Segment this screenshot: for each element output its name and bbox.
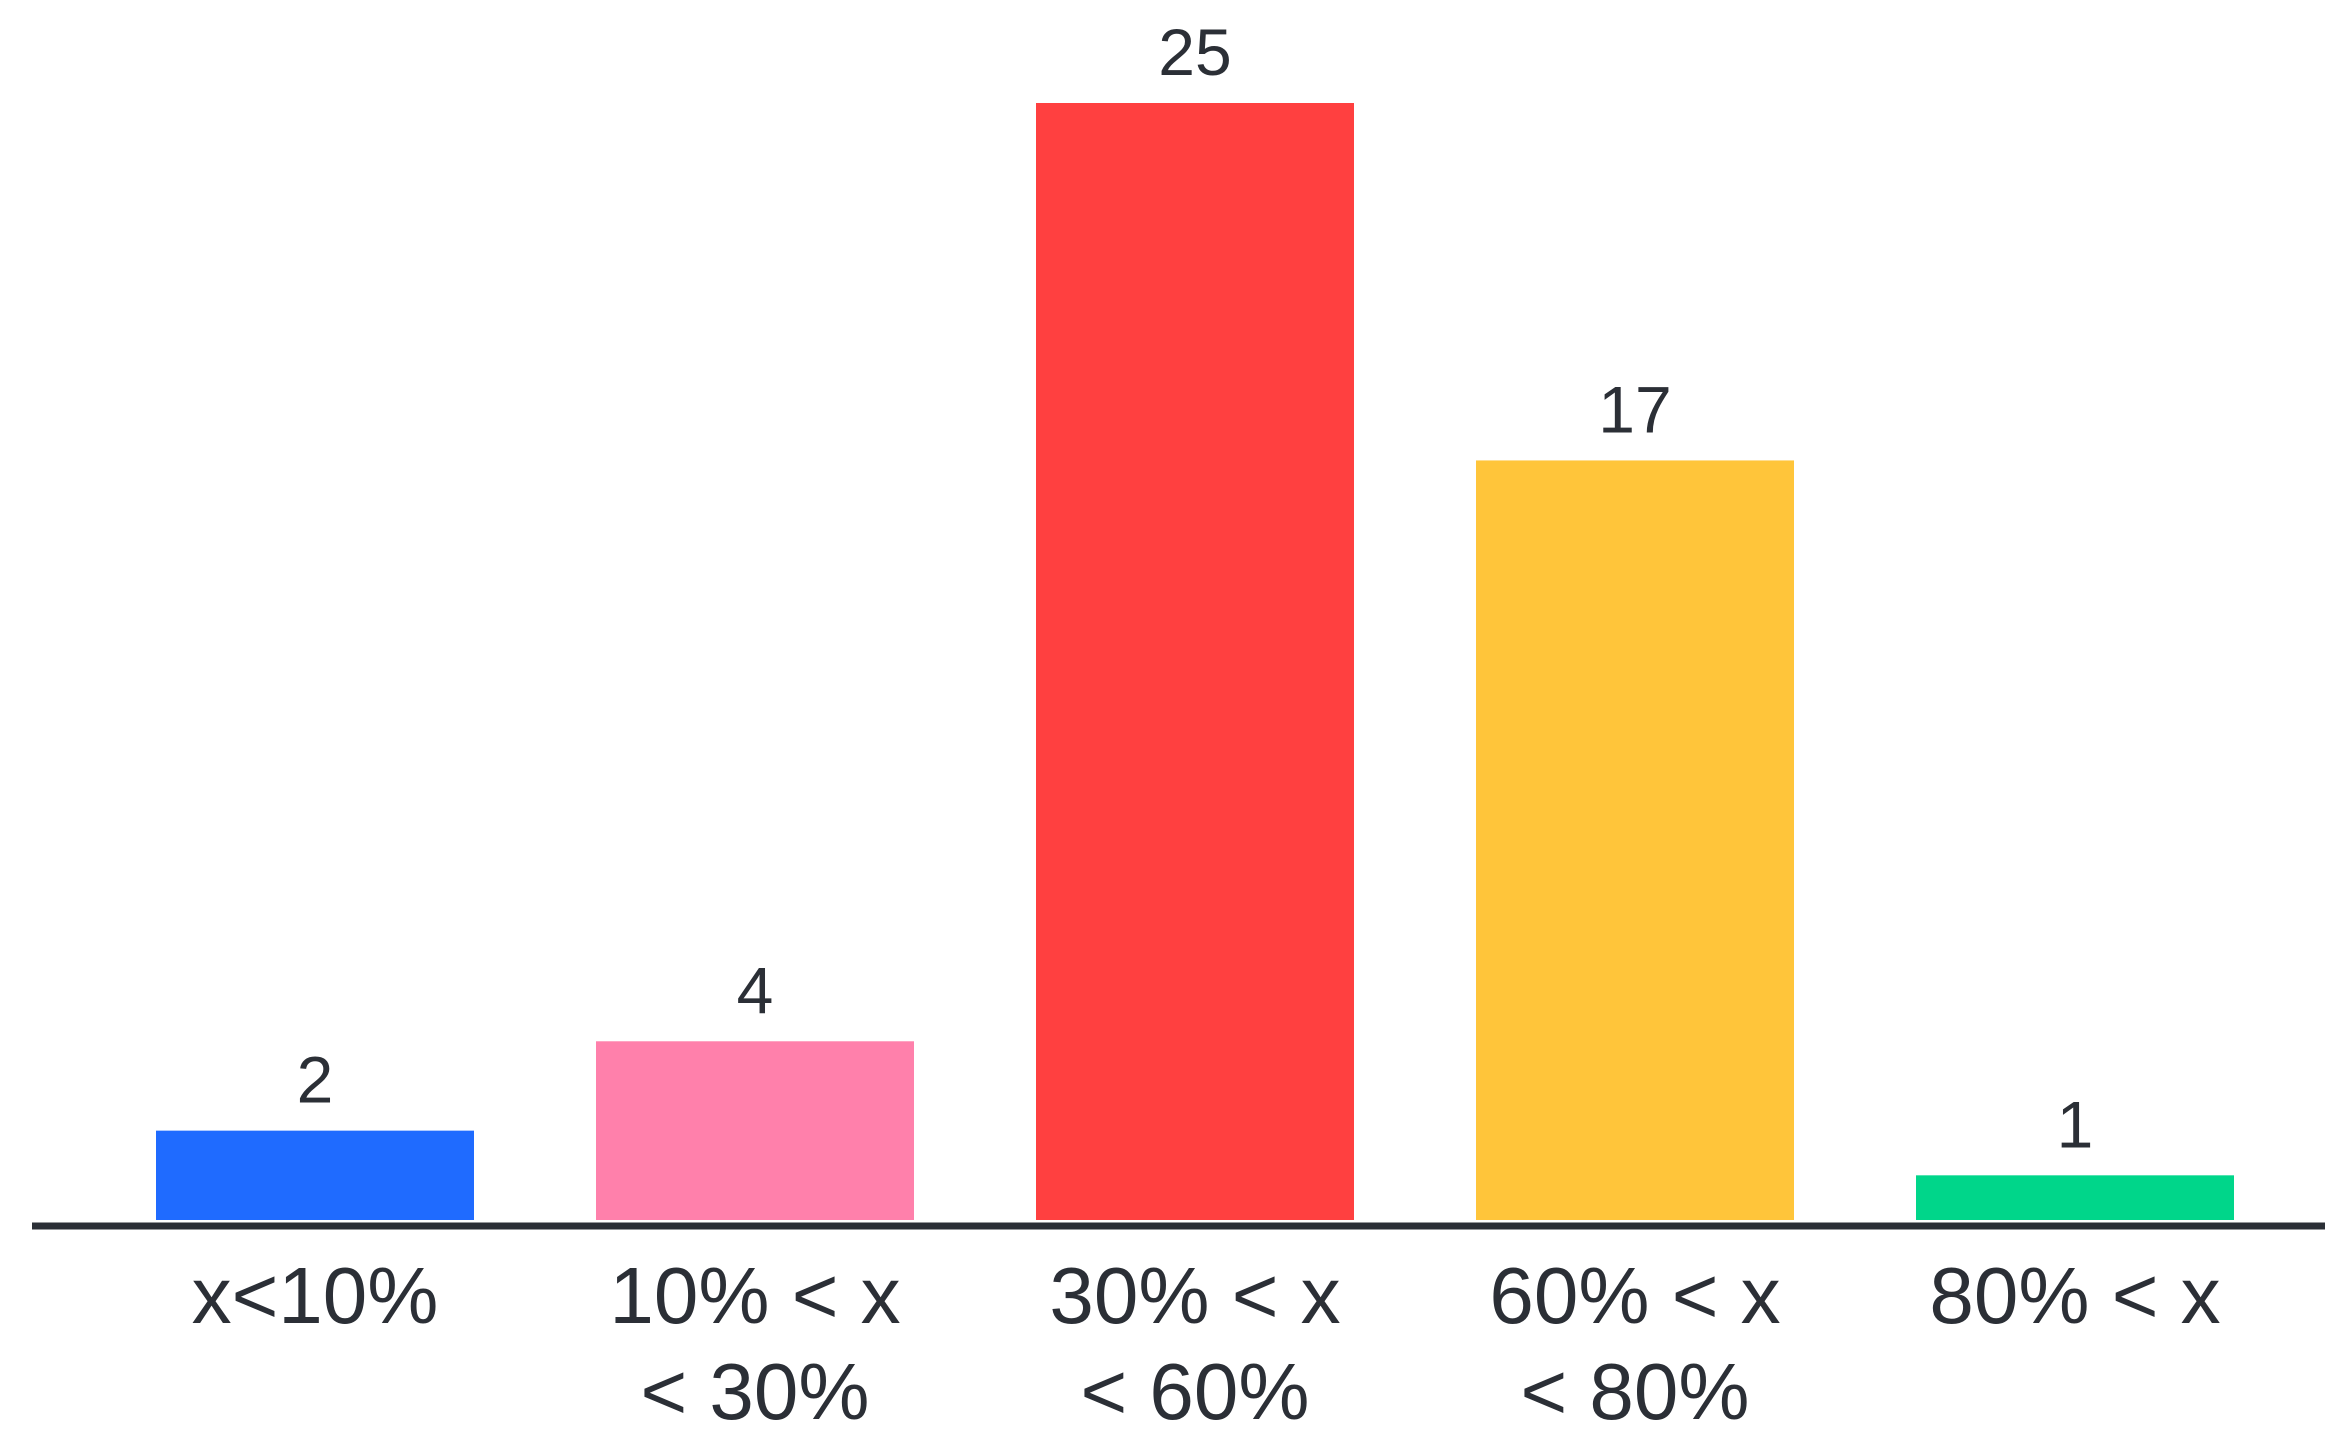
bars-group [156,103,2234,1220]
bar-value-label-5: 1 [2057,1087,2094,1161]
bar-5 [1916,1175,2234,1220]
bar-value-label-2: 4 [737,953,774,1027]
x-tick-label-line: 10% < x [609,1251,900,1340]
x-tick-label-2: 10% < x < 30% [609,1251,900,1432]
x-tick-label-line: x<10% [192,1251,439,1340]
bar-1 [156,1130,474,1220]
value-labels-group: 2 4 25 17 1 [297,15,2094,1161]
x-tick-label-5: 80% < x [1929,1251,2220,1340]
x-tick-label-3: 30% < x < 60% [1049,1251,1340,1432]
x-tick-label-line: 30% < x [1049,1251,1340,1340]
x-tick-label-line: < 80% [1520,1347,1749,1432]
x-tick-label-line: 80% < x [1929,1251,2220,1340]
x-tick-label-1: x<10% [192,1251,439,1340]
x-tick-label-line: < 30% [640,1347,869,1432]
x-tick-label-line: < 60% [1080,1347,1309,1432]
x-tick-label-4: 60% < x < 80% [1489,1251,1780,1432]
bar-value-label-1: 2 [297,1043,334,1117]
bar-2 [596,1041,914,1220]
bar-value-label-4: 17 [1598,372,1671,446]
x-tick-label-line: 60% < x [1489,1251,1780,1340]
bar-4 [1476,460,1794,1220]
bar-3 [1036,103,1354,1220]
bar-value-label-3: 25 [1158,15,1231,89]
x-tick-labels-group: x<10% 10% < x < 30% 30% < x < 60% 60% < x < 80… [192,1251,2221,1432]
